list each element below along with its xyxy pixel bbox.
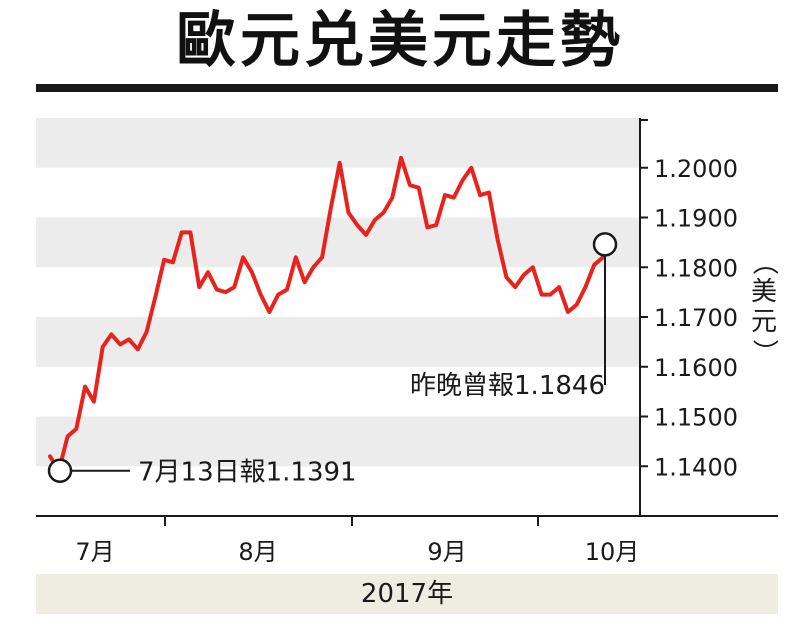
grid-band	[36, 118, 640, 168]
y-tick-label: 1.1700	[654, 304, 738, 332]
y-tick-label: 1.1800	[654, 254, 738, 282]
x-month-labels: 7月 8月 9月 10月	[75, 538, 639, 566]
unit-label-char: ）	[749, 339, 779, 365]
grid-band	[36, 317, 640, 367]
chart-title: 歐元兑美元走勢	[176, 6, 624, 76]
grid-band	[36, 217, 640, 268]
series-layer	[48, 155, 605, 473]
annotations: 7月13日報1.1391 昨晚曾報1.1846	[47, 232, 618, 488]
start-annotation-label: 7月13日報1.1391	[138, 458, 357, 488]
grid-band	[36, 416, 640, 467]
unit-label-char: （	[749, 249, 779, 275]
x-month-label: 8月	[238, 538, 277, 566]
x-month-label: 7月	[75, 538, 114, 566]
y-tick-label: 1.1400	[654, 453, 738, 481]
start-marker	[47, 458, 73, 483]
y-axis	[639, 118, 648, 516]
x-month-label: 10月	[585, 538, 640, 566]
end-annotation-label: 昨晚曾報1.1846	[410, 371, 605, 401]
x-month-label: 9月	[427, 538, 466, 566]
y-tick-labels: 1.2000 1.1900 1.1800 1.1700 1.1600 1.1500 1.14…	[654, 155, 738, 482]
year-label: 2017年	[360, 579, 454, 609]
y-tick-label: 1.1600	[654, 354, 738, 382]
end-marker	[592, 232, 618, 257]
grid-bands	[36, 118, 640, 467]
y-tick-label: 1.1500	[654, 404, 738, 432]
unit-label-group: （美元）	[749, 249, 779, 365]
unit-label-char: 美	[751, 277, 777, 307]
y-tick-label: 1.1900	[654, 205, 738, 233]
series-line	[48, 155, 605, 473]
title-rule	[36, 84, 778, 92]
y-tick-label: 1.2000	[654, 155, 738, 183]
x-axis	[36, 515, 778, 526]
year-band: 2017年	[36, 574, 778, 614]
unit-label-char: 元	[751, 307, 777, 337]
